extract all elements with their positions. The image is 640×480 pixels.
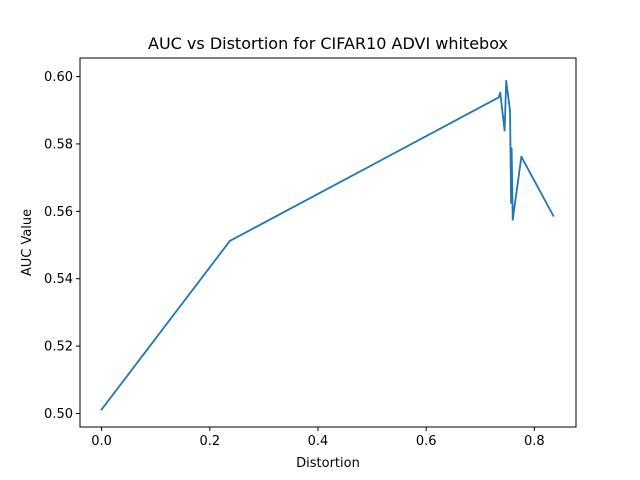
data-point xyxy=(520,155,523,158)
data-point xyxy=(505,80,508,82)
data-point xyxy=(100,408,103,411)
data-point xyxy=(503,129,506,132)
chart-title: AUC vs Distortion for CIFAR10 ADVI white… xyxy=(148,34,508,53)
y-axis-ticks: 0.50 0.52 0.54 0.56 0.58 0.60 xyxy=(44,70,80,422)
data-point xyxy=(552,214,555,217)
y-tick-label: 0.52 xyxy=(44,340,73,355)
x-tick-label: 0.8 xyxy=(524,434,545,449)
y-tick-label: 0.58 xyxy=(44,137,73,152)
x-tick-label: 0.2 xyxy=(199,434,220,449)
plot-area: 0.50 0.52 0.54 0.56 0.58 0.60 0.0 0.2 0.4 0.6 0.8 xyxy=(44,57,577,449)
y-axis-label: AUC Value xyxy=(20,209,35,276)
data-point xyxy=(509,110,511,112)
y-tick-label: 0.54 xyxy=(44,272,73,287)
y-tick-label: 0.60 xyxy=(44,70,73,85)
x-tick-label: 0.6 xyxy=(416,434,437,449)
data-point xyxy=(511,218,514,221)
series-line xyxy=(100,80,555,411)
x-tick-label: 0.0 xyxy=(91,434,112,449)
data-point xyxy=(510,147,513,150)
x-axis-label: Distortion xyxy=(296,456,360,471)
data-point xyxy=(228,240,231,242)
data-point xyxy=(499,91,502,94)
series-group xyxy=(100,80,555,411)
y-tick-label: 0.56 xyxy=(44,205,73,220)
data-point xyxy=(497,96,500,99)
y-tick-label: 0.50 xyxy=(44,407,73,422)
axes-frame xyxy=(79,57,577,428)
data-point xyxy=(510,202,512,204)
x-tick-label: 0.4 xyxy=(308,434,329,449)
x-axis-ticks: 0.0 0.2 0.4 0.6 0.8 xyxy=(91,427,545,449)
